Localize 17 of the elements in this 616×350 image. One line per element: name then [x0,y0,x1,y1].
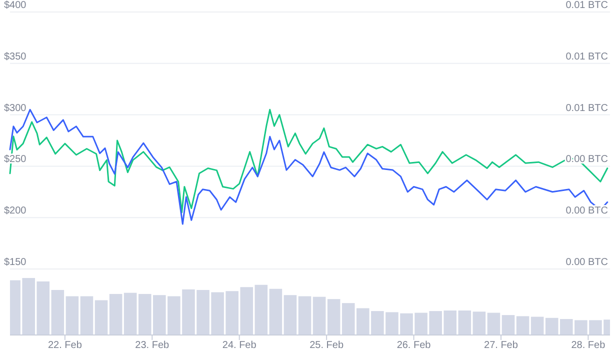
y2-tick-label: 0.01 BTC [566,51,608,62]
x-tick-label: 22. Feb [48,340,82,350]
y-tick-label: $400 [4,0,27,11]
x-tick-label: 23. Feb [135,340,170,350]
x-tick-label: 28. Feb [571,340,606,350]
x-tick-label: 25. Feb [310,340,344,350]
x-tick-label: 24. Feb [222,340,257,350]
y2-tick-label: 0.00 BTC [566,257,608,268]
x-tick-label: 27. Feb [484,340,518,350]
y2-tick-label: 0.01 BTC [566,102,608,114]
y-tick-label: $350 [4,51,27,62]
y-tick-label: $150 [4,257,27,268]
y2-tick-label: 0.00 BTC [566,206,608,217]
y2-tick-label: 0.01 BTC [566,0,608,11]
x-tick-label: 26. Feb [396,340,432,350]
y-tick-label: $300 [4,102,27,114]
y-tick-label: $200 [4,206,27,217]
